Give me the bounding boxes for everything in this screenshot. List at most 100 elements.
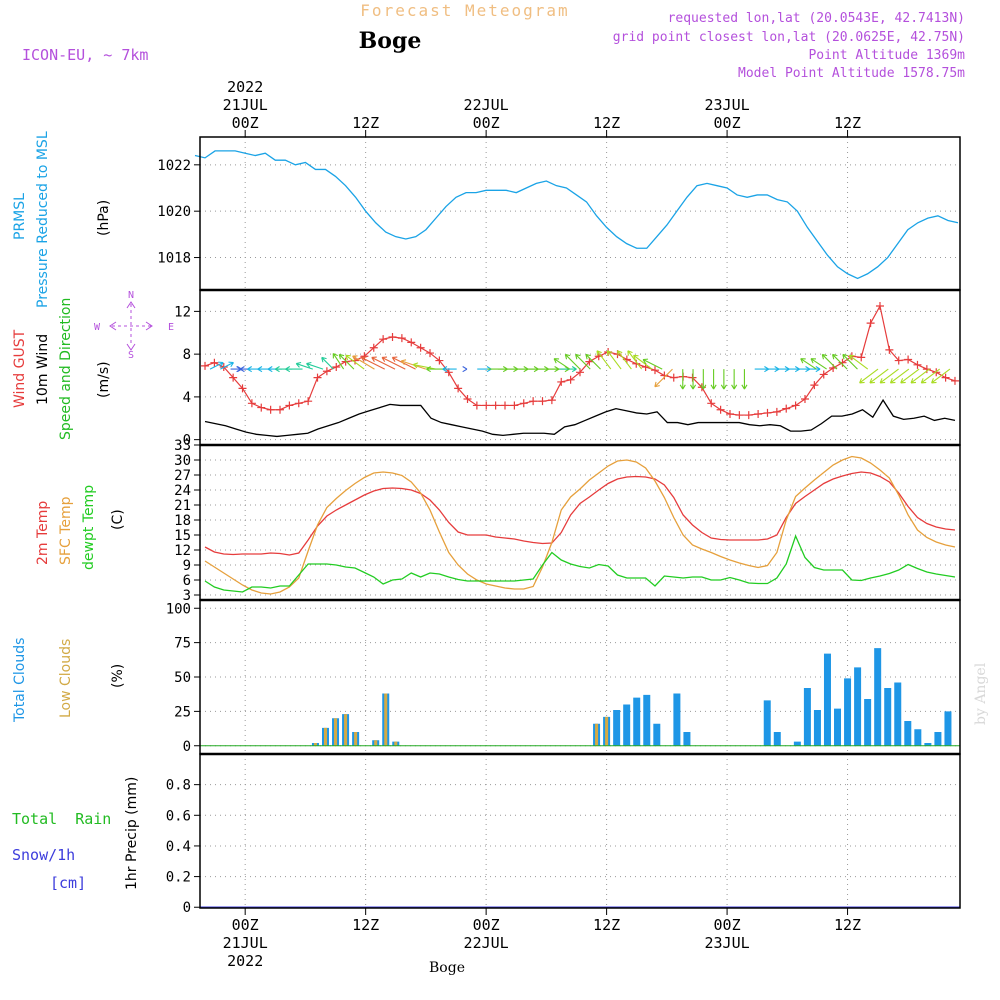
wind-direction-arrow [900, 368, 920, 384]
wind-direction-arrow [338, 353, 355, 370]
station-name: Boge [359, 28, 422, 54]
compass-e: E [168, 322, 174, 333]
total-cloud-bar [773, 732, 781, 746]
low-cloud-bar [313, 743, 317, 746]
total-cloud-bar [823, 653, 831, 746]
wind-direction-arrow [361, 356, 385, 370]
wind-gust-marker [501, 401, 510, 410]
wind-direction-arrow [412, 362, 437, 370]
wind-gust-marker [201, 361, 210, 370]
pressure-reduced-label: Pressure Reduced to MSL [35, 131, 51, 308]
precip-panel: 0 0.2 0.4 0.6 0.8 [166, 754, 960, 916]
wind-direction-arrow [332, 352, 345, 370]
y-tick-label: 27 [174, 468, 191, 484]
wind-direction-arrow [710, 369, 717, 390]
total-cloud-bar [813, 710, 821, 746]
wind-gust-marker [472, 401, 481, 410]
wind-direction-arrow [381, 356, 406, 370]
wind-direction-arrow [596, 350, 612, 370]
temp-2m-line [204, 471, 956, 556]
total-cloud-bar [874, 648, 882, 746]
wind-gust-marker [707, 399, 716, 408]
panel-frame [199, 753, 961, 909]
low-cloud-bar [334, 718, 338, 746]
y-tick-label: 25 [174, 704, 191, 720]
wind-gust-marker [463, 395, 472, 404]
wind-direction-arrow [462, 366, 468, 373]
wind-gust-marker [285, 401, 294, 410]
wind-gust-marker [800, 395, 809, 404]
wind-gust-marker [538, 397, 547, 406]
wind-direction-arrow [559, 366, 577, 373]
y-tick-label: 24 [174, 483, 191, 499]
y-tick-label: 0.2 [166, 870, 191, 886]
total-cloud-bar [803, 688, 811, 746]
wind-direction-arrow [295, 361, 313, 370]
wind-gust-marker [735, 411, 744, 420]
compass-s: S [128, 350, 134, 361]
low-cloud-bar [344, 714, 348, 746]
wind-direction-arrow [689, 369, 697, 390]
y-tick-label: 0 [183, 739, 191, 755]
clouds-panel: 0 25 50 75 100 [166, 600, 960, 755]
wind-gust-label: Wind GUST [12, 329, 28, 408]
y-tick-label: 75 [174, 636, 191, 652]
compass-icon: N S W E [94, 290, 174, 361]
temp-unit: (C) [110, 509, 126, 530]
y-tick-label: 4 [183, 390, 191, 406]
x-tick-label-top: 23JUL [705, 96, 750, 114]
y-tick-label: 0 [183, 433, 191, 449]
grid-point-coords: grid point closest lon,lat (20.0625E, 42… [613, 30, 965, 45]
wind-gust-marker [510, 401, 519, 410]
wind-direction-arrow [617, 350, 632, 370]
wind-gust-marker [866, 319, 875, 328]
wind-direction-arrow [931, 368, 951, 384]
compass-n: N [128, 290, 134, 301]
model-altitude: Model Point Altitude 1578.75m [738, 66, 965, 81]
wind-direction-arrow [633, 354, 653, 370]
y-tick-label: 0.8 [166, 778, 191, 794]
low-cloud-bar [323, 727, 327, 746]
wind-gust-marker [397, 334, 406, 343]
wind-gust-marker [341, 357, 350, 366]
total-cloud-bar [613, 710, 621, 746]
x-tick-label-bottom: 23JUL [705, 934, 750, 952]
wind-gust-marker [660, 371, 669, 380]
wind-direction-arrow [842, 353, 858, 370]
total-cloud-bar [934, 732, 942, 746]
total-cloud-bar [854, 667, 862, 746]
wind-gust-marker [266, 405, 275, 414]
x-tick-label-top: 00Z [714, 114, 741, 132]
wind-gust-marker [407, 338, 416, 347]
y-tick-label: 1020 [157, 204, 191, 220]
y-tick-label: 1022 [157, 158, 191, 174]
wind-gust-marker [576, 368, 584, 377]
x-tick-label-bottom: 12Z [593, 916, 620, 934]
compass-w: W [94, 322, 101, 333]
requested-coords: requested lon,lat (20.0543E, 42.7413N) [668, 11, 965, 26]
wind-gust-marker [772, 407, 781, 416]
total-cloud-bar [864, 699, 872, 746]
x-tick-label-bottom: 22JUL [464, 934, 509, 952]
wind-gust-marker [369, 343, 378, 352]
y-tick-label: 33 [174, 438, 191, 454]
pressure-labels: PRMSL Pressure Reduced to MSL (hPa) [12, 131, 112, 308]
wind-direction-arrow [821, 353, 838, 370]
wind-gust-marker [632, 359, 641, 368]
wind-direction-arrow [606, 350, 622, 370]
wind-direction-arrow [869, 368, 889, 384]
snow-cm-label: [cm] [50, 874, 86, 892]
wind-direction-arrow [679, 369, 686, 390]
total-cloud-bar [763, 700, 771, 746]
footer-station: Boge [429, 960, 465, 976]
pressure-panel: 1018 1020 1022 [157, 137, 960, 290]
wind-direction-arrow [553, 358, 571, 370]
wind-direction-arrow [731, 369, 738, 390]
wind-gust-marker [247, 399, 256, 408]
wind-gust-marker [557, 377, 566, 386]
y-tick-label: 8 [183, 347, 191, 363]
wind-gust-marker [491, 401, 500, 410]
wind-gust-marker [435, 356, 444, 365]
